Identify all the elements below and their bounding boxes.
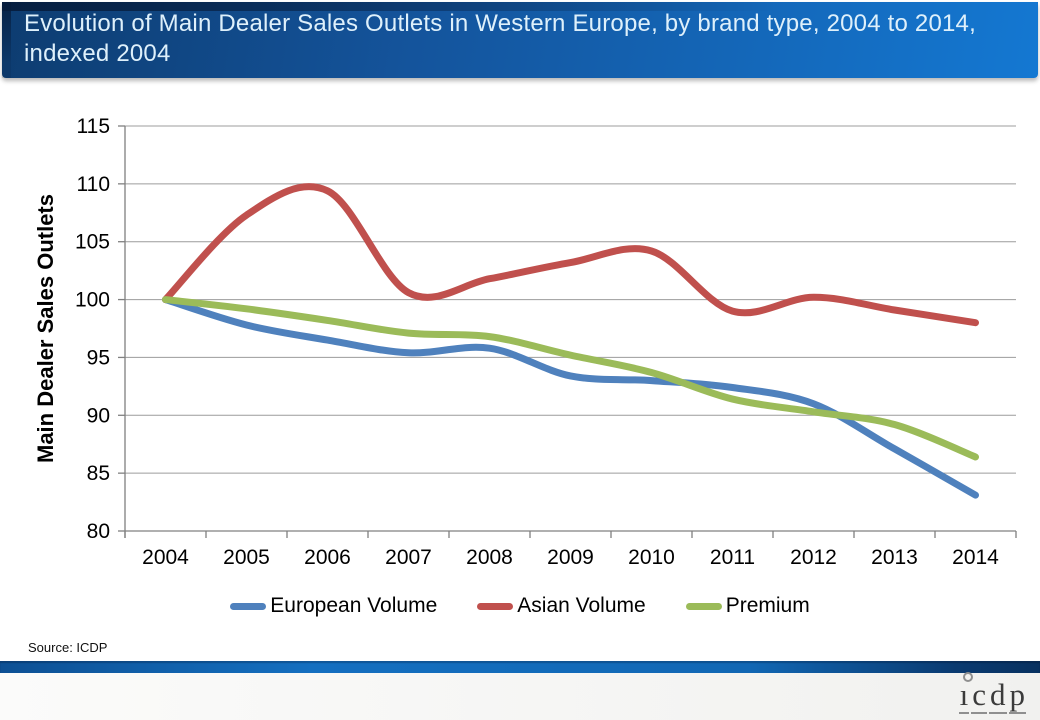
legend-label: Premium — [725, 594, 810, 617]
logo-i-dot-icon — [962, 672, 973, 682]
x-tick-label: 2012 — [790, 546, 837, 569]
x-tick-label: 2006 — [304, 546, 351, 569]
y-axis-title: Main Dealer Sales Outlets — [18, 126, 74, 531]
logo-letter: d — [989, 677, 1007, 714]
x-tick-label: 2014 — [952, 546, 999, 569]
x-tick-label: 2008 — [466, 546, 513, 569]
x-tick-label: 2011 — [710, 546, 755, 569]
legend-swatch-icon — [477, 602, 514, 610]
x-tick-label: 2004 — [142, 546, 189, 569]
chart-legend: European Volume Asian Volume Premium — [0, 590, 1040, 622]
legend-item-asian-volume: Asian Volume — [477, 594, 646, 618]
logo-letter: p — [1008, 677, 1026, 714]
y-tick-label: 95 — [87, 346, 110, 369]
y-tick-label: 115 — [77, 115, 110, 138]
y-tick-label: 90 — [87, 404, 110, 427]
divider-bar — [0, 661, 1040, 673]
y-tick-label: 110 — [77, 173, 110, 196]
y-tick-label: 100 — [75, 289, 110, 312]
x-tick-label: 2013 — [871, 546, 918, 569]
logo-letter: c — [971, 677, 987, 714]
x-tick-label: 2010 — [628, 546, 675, 569]
y-tick-label: 80 — [87, 520, 110, 543]
legend-item-premium: Premium — [685, 594, 810, 618]
x-tick-label: 2005 — [223, 546, 270, 569]
legend-label: Asian Volume — [517, 594, 646, 617]
title-bar: Evolution of Main Dealer Sales Outlets i… — [2, 2, 1038, 78]
legend-swatch-icon — [685, 602, 722, 610]
series-line-european-volume — [162, 296, 979, 499]
logo-letter: ı — [958, 672, 973, 714]
series-line-asian-volume — [162, 183, 979, 327]
legend-swatch-icon — [230, 602, 267, 610]
legend-item-european-volume: European Volume — [230, 594, 437, 618]
line-chart: 80 85 90 95 100 105 110 115 2004 2005 2006 2007 2008… — [75, 115, 1017, 569]
page-title: Evolution of Main Dealer Sales Outlets i… — [24, 10, 976, 67]
x-tick-label: 2007 — [385, 546, 432, 569]
series-line-premium — [162, 296, 979, 461]
source-caption: Source: ICDP — [28, 640, 108, 655]
y-tick-label: 85 — [87, 462, 110, 485]
y-axis-title-text: Main Dealer Sales Outlets — [33, 194, 58, 463]
x-tick-label: 2009 — [547, 546, 594, 569]
y-tick-label: 105 — [75, 231, 110, 254]
legend-label: European Volume — [270, 594, 438, 617]
